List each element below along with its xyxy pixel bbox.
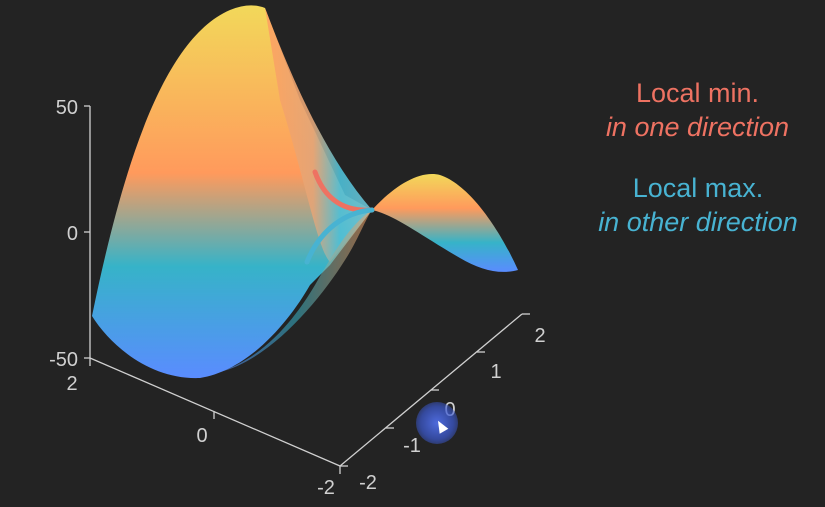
surface-back-left (92, 5, 372, 379)
x-axis (89, 357, 341, 474)
surface-center (265, 8, 372, 262)
y-tick-label-neg2: -2 (359, 472, 377, 494)
local-max-subtitle: in other direction (598, 207, 798, 237)
local-max-annotation: Local max. in other direction (580, 171, 816, 239)
x-tick-label-0: 0 (196, 425, 207, 447)
surface (92, 5, 518, 379)
x-tick-label-neg2: -2 (317, 477, 335, 499)
local-min-subtitle: in one direction (605, 112, 790, 142)
y-tick-label-1: 1 (490, 361, 501, 383)
z-tick-label-neg50: -50 (49, 349, 78, 371)
local-max-curve (304, 207, 375, 265)
local-max-title: Local max. (632, 173, 764, 203)
local-min-annotation: Local min. in one direction (590, 76, 805, 144)
y-tick-label-2: 2 (534, 325, 545, 347)
y-tick-label-neg1: -1 (403, 435, 421, 457)
x-tick-label-2: 2 (66, 373, 77, 395)
surface-right-lobe (372, 174, 518, 272)
local-min-title: Local min. (635, 78, 760, 108)
z-axis (84, 105, 91, 359)
z-tick-label-50: 50 (56, 97, 78, 119)
y-axis (339, 313, 530, 467)
surface-front-fold (220, 210, 372, 372)
z-tick-label-0: 0 (67, 223, 78, 245)
cursor-highlight (416, 402, 458, 444)
